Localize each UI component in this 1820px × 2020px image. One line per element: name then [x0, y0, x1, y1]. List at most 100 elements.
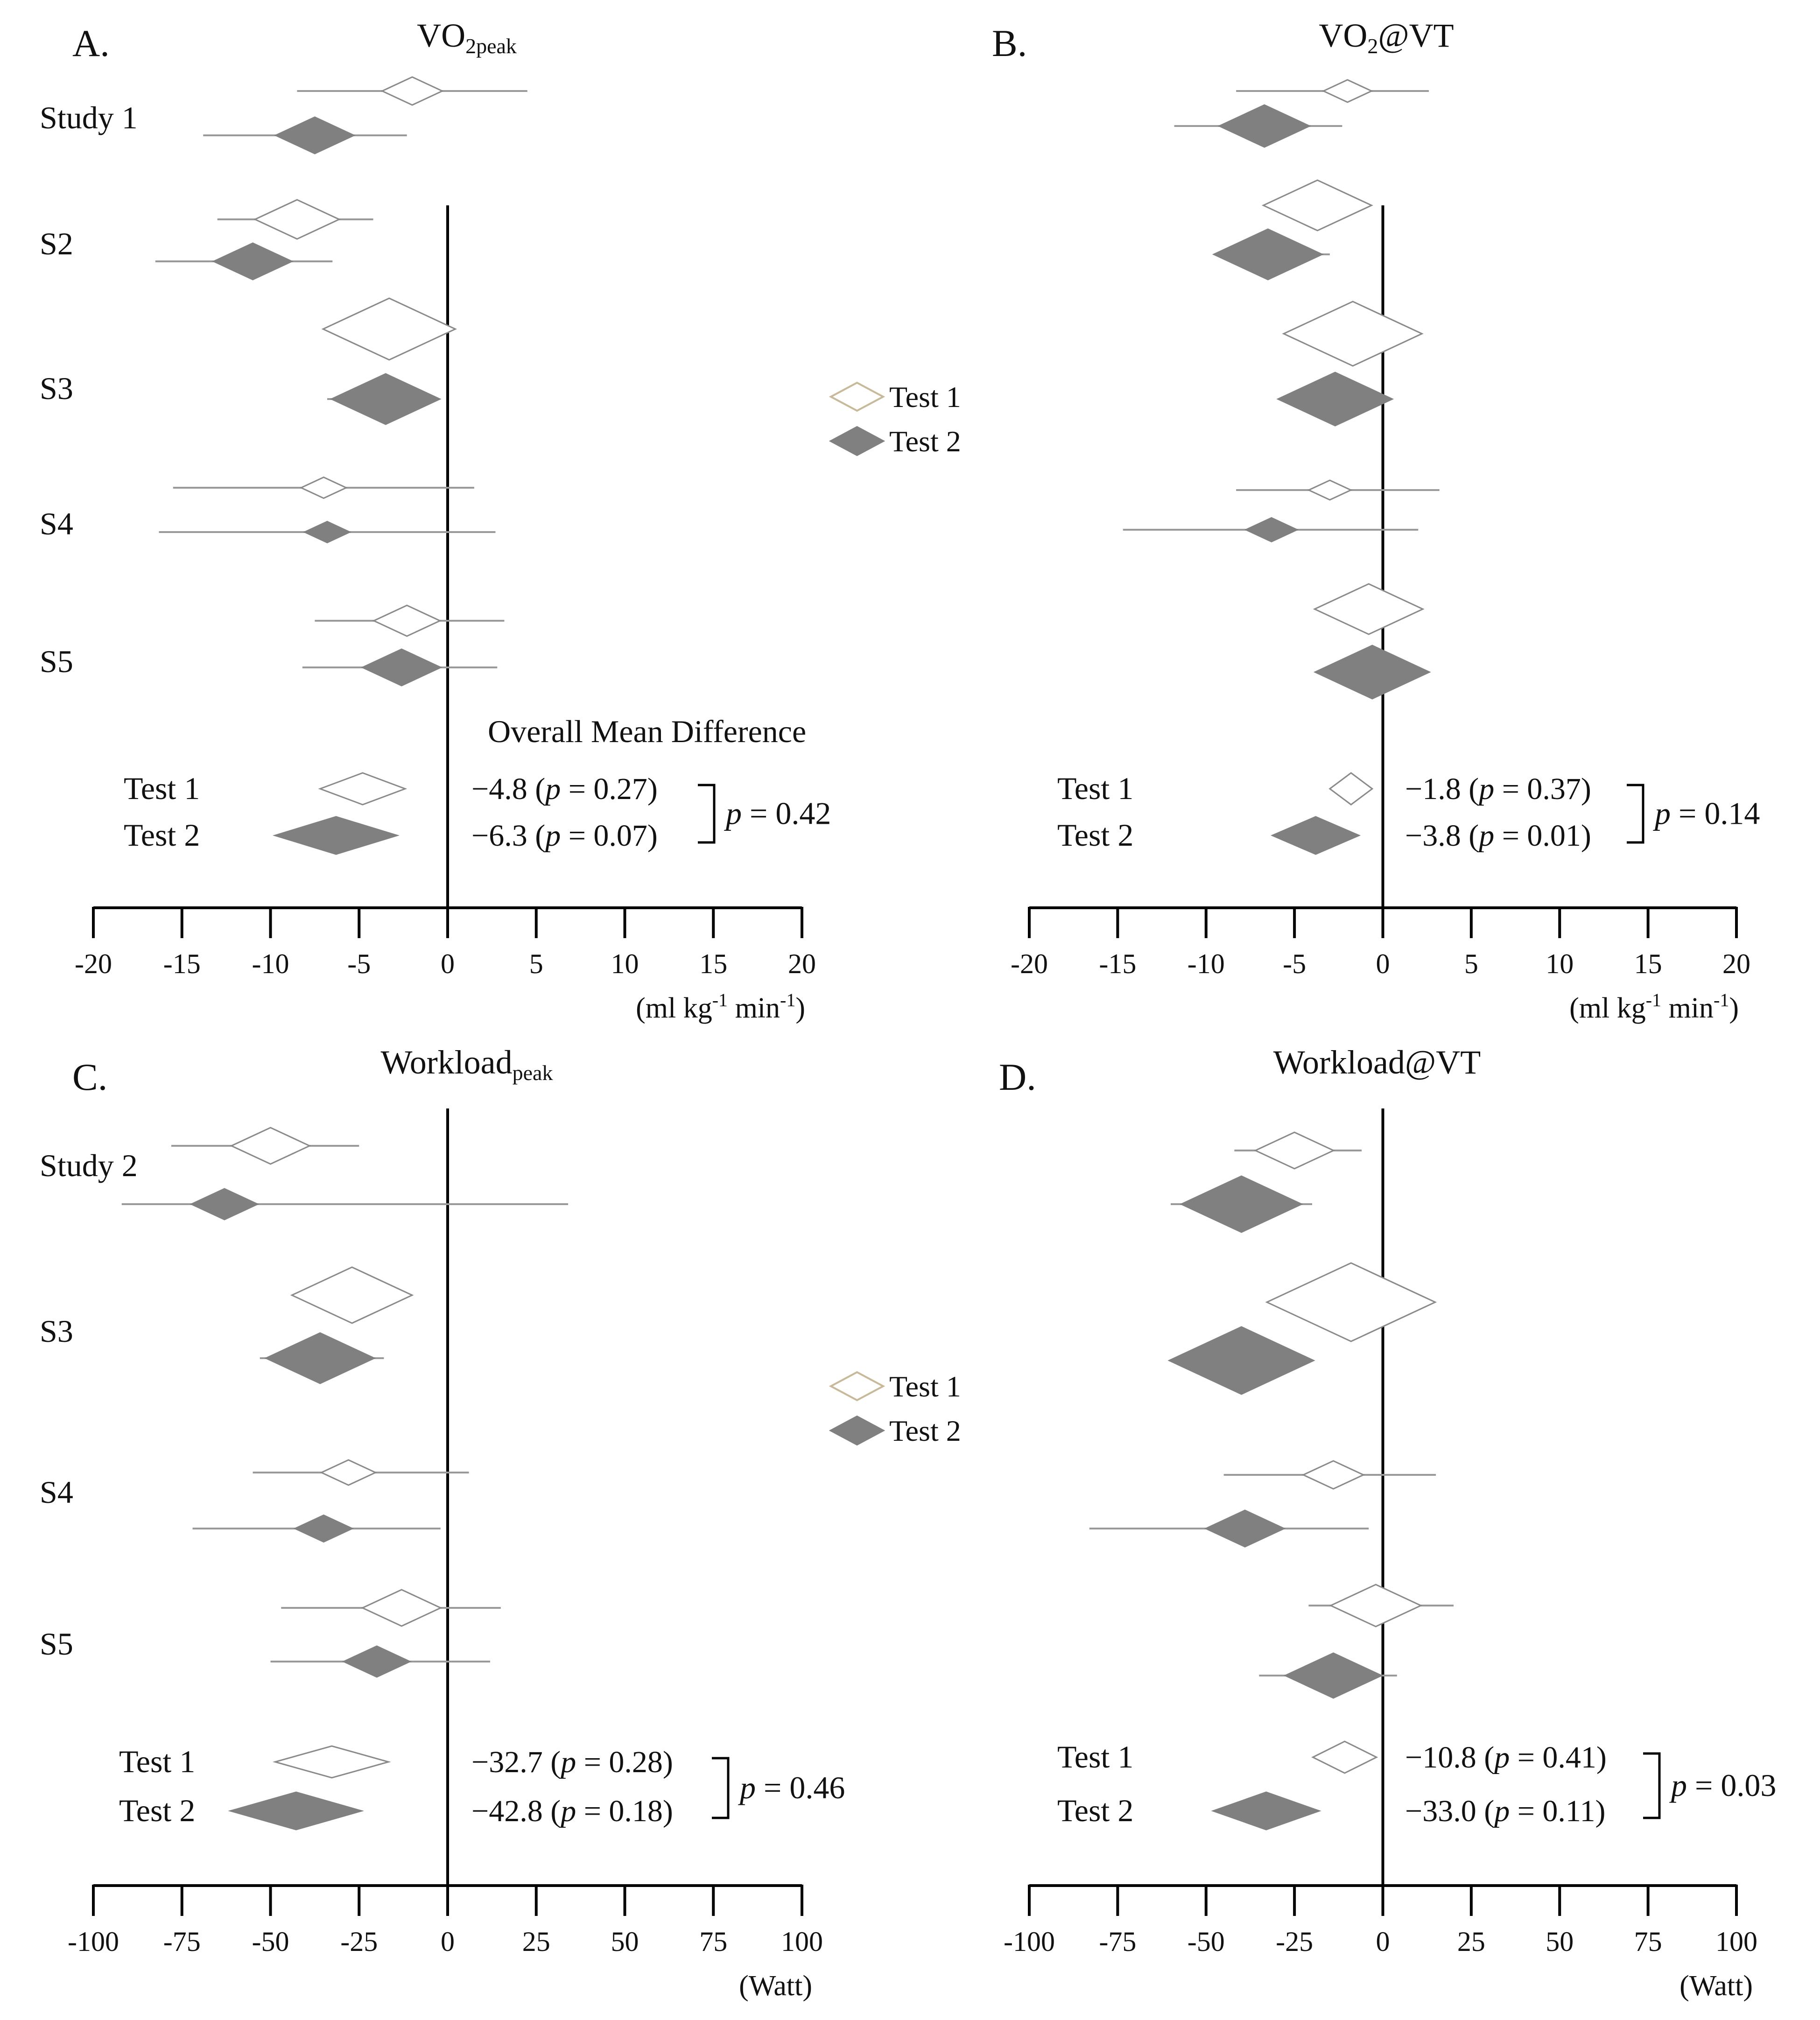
- comparison-p-value: p = 0.42: [724, 796, 831, 831]
- study-test2-diamond: [1276, 372, 1394, 427]
- overall-estimate-value: −33.0 (: [1405, 1794, 1494, 1828]
- x-tick-label: -5: [1283, 948, 1306, 979]
- x-axis-unit: (ml kg-1 min-1): [636, 989, 805, 1024]
- x-axis-unit-superscript: -1: [780, 989, 795, 1010]
- study-test2-diamond: [1283, 1652, 1384, 1699]
- x-tick-label: 5: [529, 948, 543, 979]
- comparison-bracket: [712, 1757, 730, 1819]
- x-tick-label: -75: [1099, 1926, 1136, 1957]
- comparison-p-value: p = 0.03: [1669, 1768, 1776, 1803]
- x-tick-label: 10: [611, 948, 639, 979]
- x-axis-unit-text: (ml kg: [636, 992, 712, 1024]
- overall-estimate-p: p: [543, 819, 561, 853]
- overall-estimate-pvalue: = 0.11): [1510, 1794, 1605, 1828]
- overall-title: Overall Mean Difference: [488, 714, 806, 749]
- study-test1-diamond: [380, 76, 444, 106]
- x-tick-label: 0: [1376, 1926, 1390, 1957]
- overall-label: Test 2: [124, 817, 200, 853]
- overall-estimate: −4.8 (p = 0.27): [471, 772, 658, 806]
- overall-test2-diamond: [1270, 816, 1361, 855]
- overall-estimate-pvalue: = 0.01): [1494, 819, 1591, 853]
- overall-estimate-pvalue: = 0.37): [1494, 772, 1591, 806]
- x-tick-label: 15: [699, 948, 727, 979]
- overall-estimate-pvalue: = 0.41): [1510, 1740, 1607, 1775]
- overall-estimate-pvalue: = 0.07): [561, 819, 658, 853]
- panel-title-subscript: 2peak: [465, 34, 517, 58]
- study-test2-diamond: [361, 648, 443, 687]
- comparison-p: p: [1653, 796, 1671, 831]
- x-tick-label: 0: [441, 948, 455, 979]
- study-test1-diamond: [1253, 1131, 1335, 1170]
- x-tick-label: -50: [252, 1926, 289, 1957]
- x-axis-unit-text: (ml kg: [1569, 992, 1646, 1024]
- x-tick-label: 25: [522, 1926, 550, 1957]
- study-test2-diamond: [1180, 1175, 1303, 1233]
- x-tick-label: 5: [1464, 948, 1478, 979]
- x-tick-label: 100: [1715, 1926, 1757, 1957]
- panel-label: B.: [992, 22, 1027, 64]
- overall-test2-diamond: [228, 1791, 365, 1831]
- overall-test2-diamond: [272, 816, 400, 855]
- overall-test1-diamond: [1328, 772, 1374, 806]
- x-tick-label: -10: [252, 948, 289, 979]
- panel-title: Workload@VT: [1273, 1044, 1481, 1081]
- x-tick-label: 20: [788, 948, 816, 979]
- x-tick-label: -100: [68, 1926, 119, 1957]
- x-tick-label: -100: [1004, 1926, 1055, 1957]
- overall-estimate-value: −4.8 (: [471, 772, 545, 806]
- panel-d: D. Workload@VT -100 -75 -50 -25 0 25 50 75 100 (Wat…: [999, 1044, 1776, 2002]
- overall-estimate-value: −3.8 (: [1405, 819, 1479, 853]
- overall-estimate: −32.7 (p = 0.28): [471, 1745, 673, 1779]
- x-axis-unit-text: (Watt): [739, 1970, 812, 2002]
- x-axis-unit-text: ): [1729, 992, 1739, 1024]
- x-tick-label: 0: [441, 1926, 455, 1957]
- x-tick-label: -15: [163, 948, 201, 979]
- study-test2-diamond: [1313, 645, 1431, 700]
- x-tick-label: 0: [1376, 948, 1390, 979]
- study-test1-diamond: [1307, 479, 1353, 501]
- panel-title: VO2peak: [417, 17, 517, 58]
- x-tick-label: -5: [347, 948, 371, 979]
- study-test2-diamond: [342, 1645, 412, 1678]
- study-test1-diamond: [230, 1127, 311, 1165]
- panel-c: C. Workloadpeak -100 -75 -50 -25 0 25 50 75 100 (Wa…: [40, 1044, 845, 2002]
- overall-label: Test 2: [1057, 817, 1133, 853]
- overall-label: Test 1: [1057, 1739, 1133, 1775]
- overall-estimate: −33.0 (p = 0.11): [1405, 1794, 1605, 1828]
- study-test1-diamond: [1301, 1460, 1365, 1490]
- x-axis-unit-superscript: -1: [1714, 989, 1729, 1010]
- comparison-p-text: = 0.46: [756, 1770, 845, 1805]
- x-tick-label: 75: [699, 1926, 727, 1957]
- study-test1-diamond: [361, 1589, 443, 1627]
- x-tick-label: -25: [1276, 1926, 1313, 1957]
- legend-test2-swatch: [829, 426, 885, 456]
- study-test1-diamond: [290, 1266, 414, 1324]
- x-tick-label: 20: [1722, 948, 1750, 979]
- study-test1-diamond: [1321, 79, 1373, 103]
- legend: Test 1 Test 2: [829, 380, 961, 458]
- x-axis-unit: (Watt): [1679, 1970, 1753, 2002]
- overall-estimate: −3.8 (p = 0.01): [1405, 819, 1591, 853]
- row-label: S2: [40, 226, 73, 261]
- row-label: S5: [40, 1626, 73, 1662]
- study-test2-diamond: [1167, 1326, 1315, 1395]
- x-axis-unit: (ml kg-1 min-1): [1569, 989, 1739, 1024]
- x-tick-label: -20: [75, 948, 112, 979]
- comparison-p-value: p = 0.14: [1653, 796, 1760, 831]
- study-test2-diamond: [212, 242, 294, 281]
- x-tick-label: -20: [1011, 948, 1048, 979]
- legend-test1-label: Test 1: [889, 380, 961, 414]
- panel-label: A.: [72, 22, 110, 64]
- x-tick-label: 15: [1634, 948, 1662, 979]
- overall-estimate-p: p: [1492, 1794, 1510, 1828]
- x-tick-label: -50: [1188, 1926, 1225, 1957]
- study-test1-diamond: [372, 604, 442, 637]
- overall-estimate-pvalue: = 0.28): [576, 1745, 673, 1779]
- study-test2-diamond: [303, 520, 351, 544]
- x-tick-label: 50: [611, 1926, 639, 1957]
- study-test2-diamond: [1244, 517, 1299, 543]
- legend-test1-swatch: [829, 1371, 885, 1402]
- comparison-p: p: [738, 1770, 756, 1805]
- overall-estimate: −42.8 (p = 0.18): [471, 1794, 673, 1828]
